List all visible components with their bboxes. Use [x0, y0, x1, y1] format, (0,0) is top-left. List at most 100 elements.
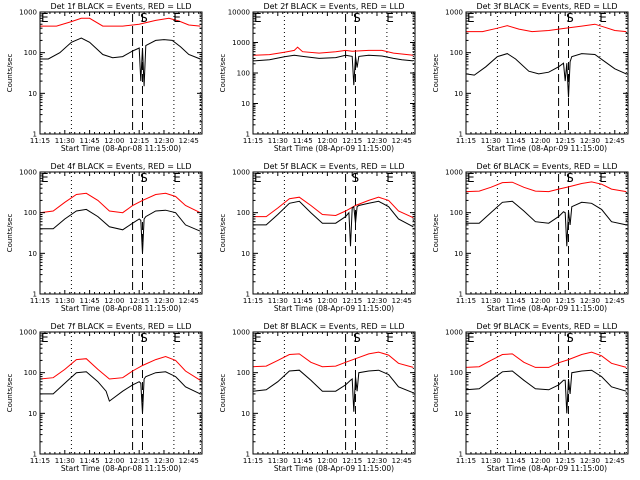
- x-tick-label: 12:15: [555, 137, 575, 145]
- x-tick-label: 12:00: [104, 297, 124, 305]
- y-axis-label: Counts/sec: [219, 214, 227, 253]
- x-tick-label: 11:45: [505, 137, 525, 145]
- x-tick-label: 12:00: [530, 297, 550, 305]
- marker-e: E: [41, 331, 49, 345]
- x-tick-label: 11:30: [268, 137, 288, 145]
- marker-e: E: [467, 171, 475, 185]
- y-tick-label: 10: [454, 250, 463, 258]
- series-line-events: [40, 208, 201, 254]
- y-tick-label: 100: [237, 369, 250, 377]
- panel-det-5: Det 5f BLACK = Events, RED = LLD 1 10 100 10…: [219, 162, 416, 313]
- x-tick-label: 11:45: [505, 457, 525, 465]
- series-line-events: [40, 37, 201, 87]
- x-tick-label: 12:00: [317, 457, 337, 465]
- y-tick-label: 1000: [19, 329, 37, 337]
- marker-e: E: [467, 331, 475, 345]
- marker-e: E: [254, 171, 262, 185]
- x-tick-label: 12:15: [129, 297, 149, 305]
- marker-s: S: [353, 11, 361, 25]
- x-axis-label: Start Time (08-Apr-09 11:15:00): [274, 464, 394, 473]
- x-tick-label: 11:15: [30, 457, 50, 465]
- y-tick-label: 1000: [445, 9, 463, 17]
- y-axis-label: Counts/sec: [219, 54, 227, 93]
- series-line-lld: [465, 181, 627, 193]
- plot-frame: [39, 11, 203, 135]
- x-tick-label: 11:45: [292, 457, 312, 465]
- x-tick-label: 12:45: [392, 457, 412, 465]
- marker-e: E: [599, 171, 607, 185]
- x-tick-label: 11:15: [243, 457, 263, 465]
- y-axis-label: Counts/sec: [432, 214, 440, 253]
- x-tick-label: 11:30: [55, 137, 75, 145]
- panel-title: Det 1f BLACK = Events, RED = LLD: [50, 2, 191, 11]
- y-axis-label: Counts/sec: [219, 374, 227, 413]
- y-axis-label: Counts/sec: [6, 374, 14, 413]
- x-tick-label: 11:45: [292, 297, 312, 305]
- x-tick-label: 11:15: [243, 137, 263, 145]
- series-line-lld: [39, 192, 201, 214]
- x-tick-label: 12:15: [342, 457, 362, 465]
- y-tick-label: 100: [450, 209, 463, 217]
- y-tick-label: 100: [237, 70, 250, 78]
- x-tick-label: 11:45: [505, 297, 525, 305]
- plot-frame: [39, 331, 203, 455]
- x-tick-label: 12:00: [317, 137, 337, 145]
- x-tick-label: 12:30: [580, 457, 600, 465]
- panel-det-6: Det 6f BLACK = Events, RED = LLD 1 10 100 10…: [432, 162, 629, 313]
- panel-det-4: Det 4f BLACK = Events, RED = LLD 1 10 100 10…: [6, 162, 203, 313]
- panel-title: Det 9f BLACK = Events, RED = LLD: [476, 322, 617, 331]
- plot-frame: [252, 331, 416, 455]
- panel-title: Det 5f BLACK = Events, RED = LLD: [263, 162, 404, 171]
- panel-det-8: Det 8f BLACK = Events, RED = LLD 1 10 100 10…: [219, 322, 416, 473]
- series-line-lld: [252, 351, 414, 368]
- x-tick-label: 12:30: [367, 137, 387, 145]
- x-tick-label: 11:45: [292, 137, 312, 145]
- panel-title: Det 3f BLACK = Events, RED = LLD: [476, 2, 617, 11]
- y-tick-label: 1: [459, 451, 463, 459]
- plot-frame: [39, 171, 203, 295]
- series-line-events: [40, 371, 201, 414]
- x-axis-label: Start Time (08-Apr-08 11:15:00): [61, 144, 181, 153]
- y-axis-label: Counts/sec: [432, 54, 440, 93]
- x-tick-label: 11:30: [55, 297, 75, 305]
- x-tick-label: 12:45: [179, 137, 199, 145]
- series-line-lld: [40, 17, 201, 27]
- x-tick-label: 11:45: [79, 137, 99, 145]
- y-tick-label: 1: [33, 131, 37, 139]
- x-tick-label: 12:45: [605, 297, 625, 305]
- x-tick-label: 12:15: [342, 297, 362, 305]
- x-tick-label: 12:00: [530, 457, 550, 465]
- x-tick-label: 12:30: [154, 297, 174, 305]
- marker-e: E: [254, 11, 262, 25]
- x-tick-label: 11:30: [481, 137, 501, 145]
- x-axis-label: Start Time (08-Apr-08 11:15:00): [61, 304, 181, 313]
- x-tick-label: 12:30: [367, 297, 387, 305]
- x-tick-label: 12:45: [179, 457, 199, 465]
- x-axis-label: Start Time (08-Apr-09 11:15:00): [487, 144, 607, 153]
- marker-e: E: [41, 171, 49, 185]
- y-tick-label: 1000: [232, 329, 250, 337]
- y-axis-label: Counts/sec: [6, 54, 14, 93]
- plot-frame: [252, 11, 416, 135]
- marker-e: E: [254, 331, 262, 345]
- marker-s: S: [566, 171, 574, 185]
- x-tick-label: 11:45: [79, 297, 99, 305]
- y-tick-label: 1: [246, 291, 250, 299]
- marker-s: S: [566, 11, 574, 25]
- y-tick-label: 1: [246, 451, 250, 459]
- x-axis-label: Start Time (08-Apr-09 11:15:00): [487, 464, 607, 473]
- x-tick-label: 11:30: [268, 457, 288, 465]
- y-tick-label: 1: [33, 291, 37, 299]
- marker-s: S: [566, 331, 574, 345]
- y-tick-label: 100: [24, 209, 37, 217]
- series-line-events: [252, 54, 414, 86]
- x-tick-label: 12:00: [104, 137, 124, 145]
- marker-s: S: [352, 171, 360, 185]
- series-line-lld: [253, 196, 414, 219]
- y-tick-label: 1: [33, 451, 37, 459]
- marker-e: E: [386, 171, 394, 185]
- panel-det-1: Det 1f BLACK = Events, RED = LLD 1 10 100 10…: [6, 2, 203, 153]
- x-tick-label: 12:15: [129, 137, 149, 145]
- y-tick-label: 100: [450, 369, 463, 377]
- y-tick-label: 10: [28, 410, 37, 418]
